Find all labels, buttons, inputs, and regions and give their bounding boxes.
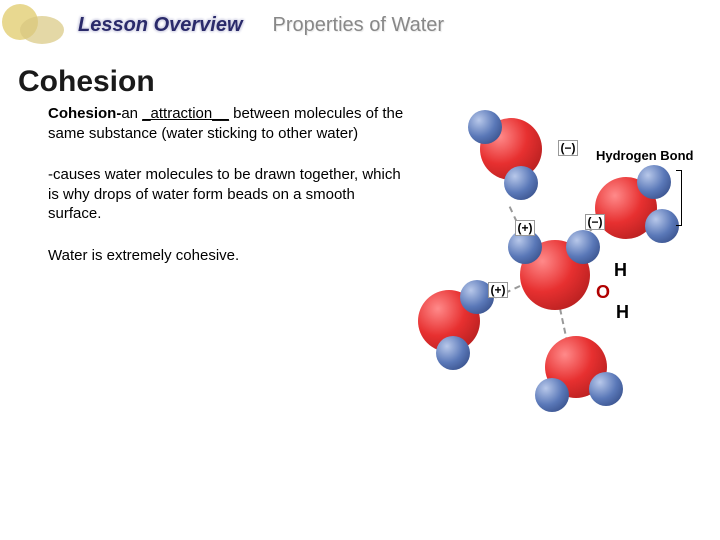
bracket-icon [676, 170, 682, 226]
charge-plus-label: (+) [488, 282, 508, 298]
charge-plus-label: (+) [515, 220, 535, 236]
hydrogen-atom [637, 165, 671, 199]
summary-paragraph: Water is extremely cohesive. [48, 246, 408, 266]
term-cohesion: Cohesion- [48, 105, 121, 122]
h-text-label: H [614, 260, 627, 281]
hydrogen-bond-diagram: (−) (−) Hydrogen Bond (+) H O H (+) [420, 110, 700, 400]
hydrogen-atom [566, 230, 600, 264]
content-area: Cohesion-an _attraction__ between molecu… [48, 104, 408, 265]
header-logo [0, 0, 70, 50]
definition-paragraph: Cohesion-an _attraction__ between molecu… [48, 104, 408, 143]
lesson-overview-label: Lesson Overview [78, 14, 243, 37]
header-bar: Lesson Overview Properties of Water [0, 0, 720, 50]
o-text-label: O [596, 282, 610, 303]
hydrogen-atom [589, 372, 623, 406]
hydrogen-bond-label: Hydrogen Bond [596, 148, 694, 163]
chapter-title: Properties of Water [273, 14, 445, 37]
hydrogen-atom [436, 336, 470, 370]
def-prefix: an [121, 105, 142, 122]
causes-paragraph: -causes water molecules to be drawn toge… [48, 165, 408, 224]
hydrogen-atom [504, 166, 538, 200]
h-text-label: H [616, 302, 629, 323]
main-heading: Cohesion [18, 65, 720, 99]
charge-minus-label: (−) [558, 140, 578, 156]
hydrogen-atom [645, 209, 679, 243]
blank-attraction: _attraction__ [142, 105, 229, 122]
hydrogen-atom [468, 110, 502, 144]
charge-minus-label: (−) [585, 214, 605, 230]
hydrogen-atom [535, 378, 569, 412]
